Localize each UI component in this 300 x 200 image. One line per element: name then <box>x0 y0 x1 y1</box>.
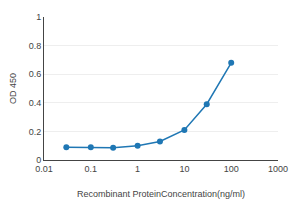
svg-text:1000: 1000 <box>268 164 288 174</box>
svg-text:0.1: 0.1 <box>85 164 98 174</box>
svg-text:0.01: 0.01 <box>35 164 53 174</box>
svg-text:0.8: 0.8 <box>29 41 42 51</box>
svg-text:0.2: 0.2 <box>29 127 42 137</box>
svg-text:0: 0 <box>36 155 41 165</box>
svg-text:1: 1 <box>36 12 41 22</box>
svg-text:10: 10 <box>179 164 189 174</box>
svg-text:Recombinant ProteinConcentrati: Recombinant ProteinConcentration(ng/ml) <box>77 189 245 199</box>
svg-text:OD 450: OD 450 <box>8 73 18 104</box>
svg-text:0.6: 0.6 <box>29 69 42 79</box>
svg-text:100: 100 <box>224 164 239 174</box>
svg-text:0.4: 0.4 <box>29 98 42 108</box>
svg-text:1: 1 <box>135 164 140 174</box>
